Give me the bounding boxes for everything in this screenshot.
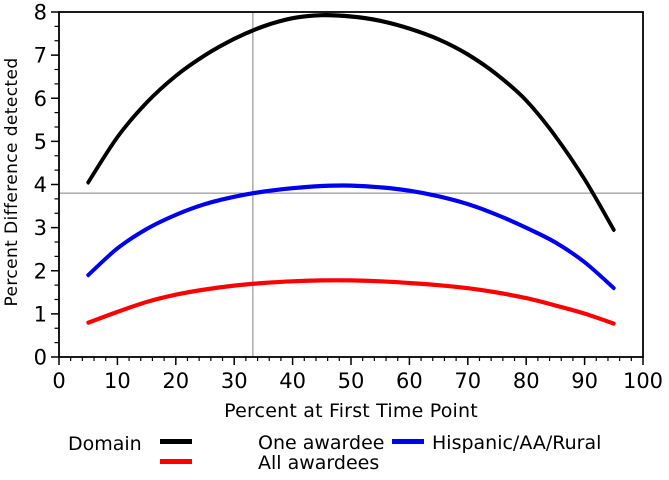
- x-tick-label: 100: [623, 369, 663, 393]
- series-line-all-awardees-edge: [87, 280, 615, 326]
- y-tick-label: 4: [34, 173, 47, 197]
- x-tick-label: 80: [513, 369, 540, 393]
- y-tick-label: 6: [34, 87, 47, 111]
- y-tick-label: 0: [34, 346, 47, 370]
- series-line-all-awardees: [86, 278, 616, 326]
- y-tick-label: 3: [34, 216, 47, 240]
- series-line-hispanic-aa-rural: [86, 183, 616, 290]
- series-line-one-awardee: [86, 13, 616, 232]
- x-tick-label: 30: [221, 369, 248, 393]
- x-tick-label: 10: [104, 369, 131, 393]
- x-tick-label: 40: [279, 369, 306, 393]
- x-tick-label: 50: [338, 369, 365, 393]
- x-axis-title: Percent at First Time Point: [224, 400, 478, 422]
- y-tick-label: 5: [34, 130, 47, 154]
- y-tick-label: 1: [34, 302, 47, 326]
- y-tick-label: 7: [34, 44, 47, 68]
- y-axis-title: Percent Difference detected: [2, 57, 22, 307]
- x-tick-label: 90: [571, 369, 598, 393]
- series-line-one-awardee-edge: [87, 15, 615, 233]
- y-tick-label: 2: [34, 259, 47, 283]
- series-line-hispanic-aa-rural-edge: [87, 185, 615, 291]
- x-tick-label: 20: [162, 369, 189, 393]
- y-tick-label: 8: [34, 1, 47, 25]
- x-tick-label: 0: [52, 369, 65, 393]
- x-tick-label: 60: [396, 369, 423, 393]
- x-tick-label: 70: [454, 369, 481, 393]
